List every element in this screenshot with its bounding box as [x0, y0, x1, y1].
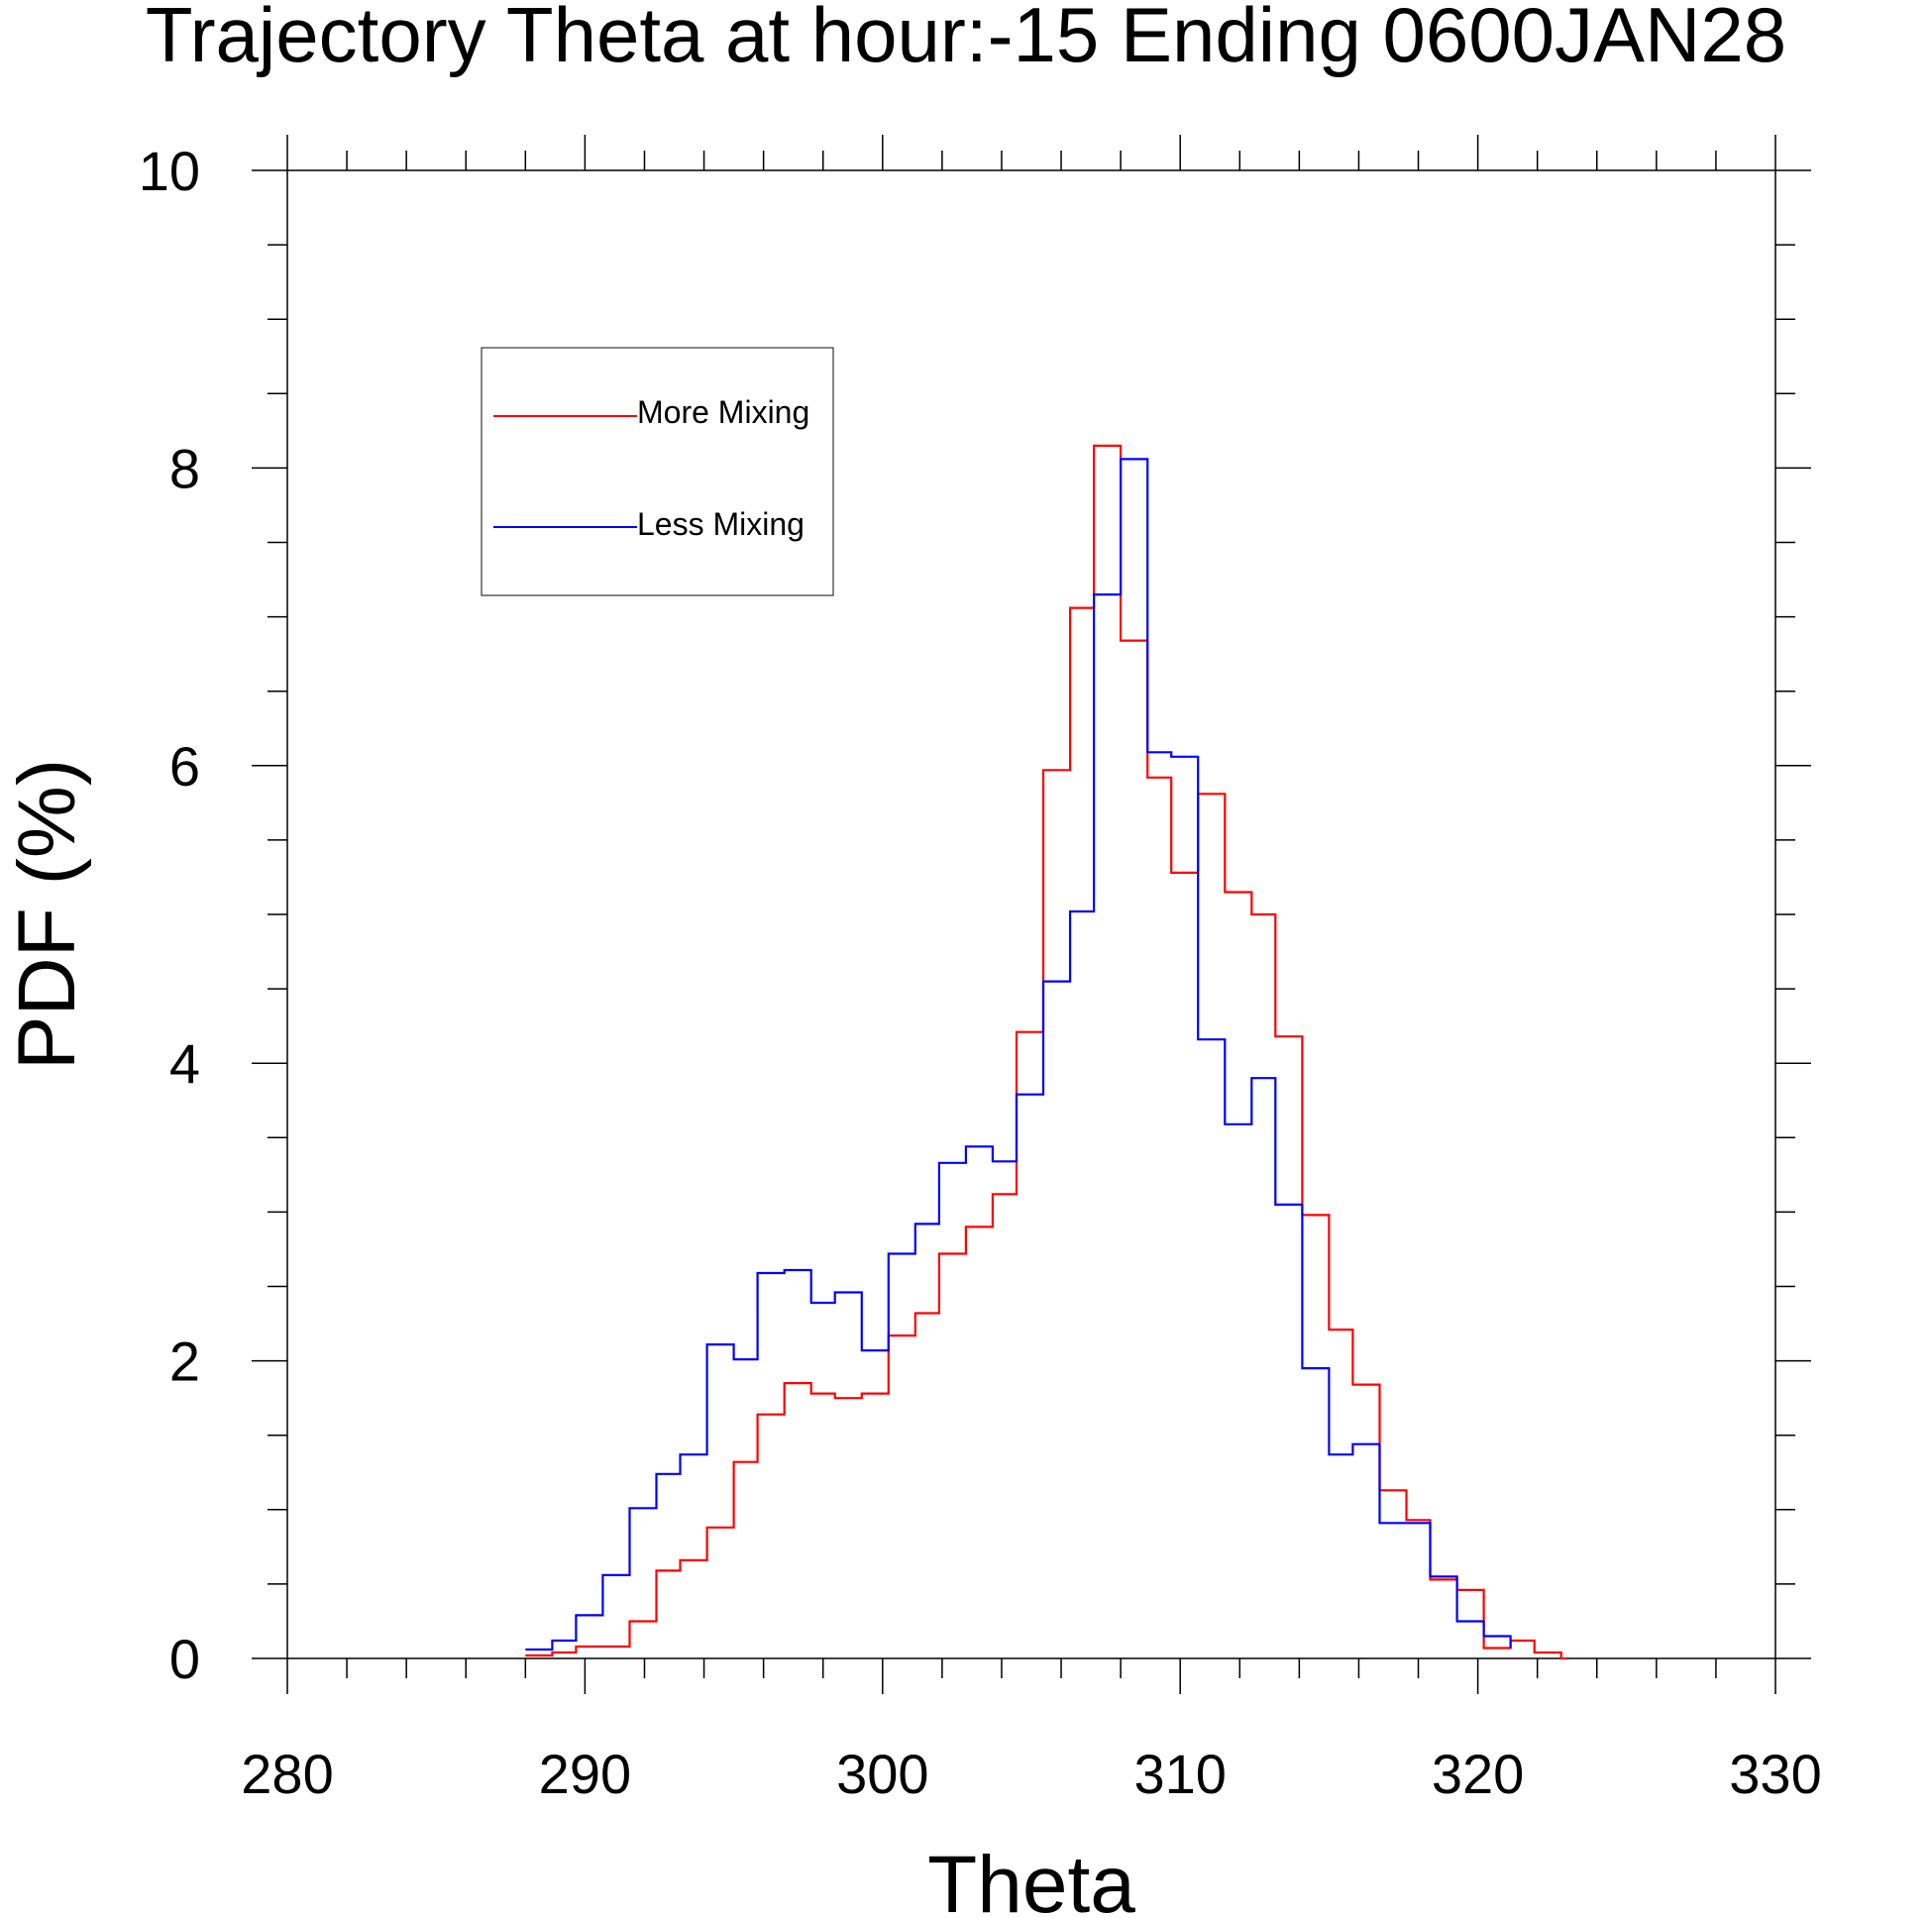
y-tick-label: 0: [169, 1628, 200, 1690]
x-tick-label: 300: [836, 1743, 928, 1805]
series-line-more-mixing: [525, 444, 1567, 1660]
y-tick-label: 8: [169, 437, 200, 499]
legend-box: [481, 347, 834, 596]
x-tick-label: 280: [241, 1743, 333, 1805]
series-line-less-mixing: [525, 458, 1512, 1652]
y-tick-label: 6: [169, 735, 200, 798]
tick-labels: 280 290 300 310 320 330 0 2 4 6 8 10: [139, 140, 1822, 1805]
y-axis-title: PDF (%): [2, 759, 92, 1070]
series-layer: [525, 444, 1567, 1660]
chart-title: Trajectory Theta at hour:-15 Ending 0600…: [146, 0, 1786, 78]
y-tick-label: 2: [169, 1331, 200, 1393]
axes-ticks: [252, 135, 1811, 1694]
x-tick-label: 320: [1432, 1743, 1524, 1805]
x-tick-label: 310: [1133, 1743, 1226, 1805]
legend-label-less-mixing: Less Mixing: [637, 506, 805, 542]
plot-frame: [286, 169, 1776, 1659]
y-tick-label: 10: [139, 140, 200, 202]
legend: More Mixing Less Mixing: [481, 347, 834, 596]
x-tick-label: 290: [539, 1743, 631, 1805]
y-tick-label: 4: [169, 1032, 200, 1095]
x-tick-label: 330: [1729, 1743, 1821, 1805]
x-axis-title: Theta: [927, 1840, 1135, 1918]
legend-label-more-mixing: More Mixing: [637, 394, 809, 430]
